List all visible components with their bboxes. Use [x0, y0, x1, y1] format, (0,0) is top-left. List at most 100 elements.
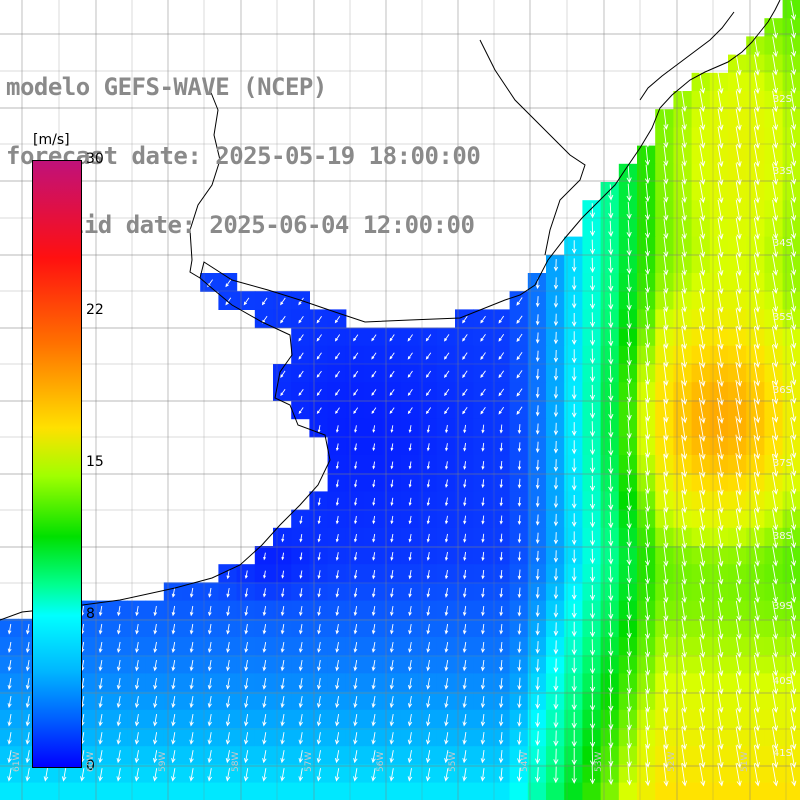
wind-speed-cell — [91, 782, 110, 800]
wind-speed-cell — [527, 509, 547, 529]
wind-speed-cell — [473, 455, 492, 474]
wind-arrow — [681, 673, 687, 695]
wind-speed-cell — [709, 182, 729, 201]
wind-arrow — [462, 352, 468, 360]
wind-speed-cell — [782, 436, 800, 456]
wind-arrow — [426, 479, 430, 488]
wind-arrow — [7, 714, 12, 727]
wind-arrow — [553, 568, 559, 582]
wind-arrow — [426, 678, 431, 690]
wind-speed-cell — [491, 728, 511, 747]
wind-speed-cell — [382, 327, 401, 347]
wind-speed-cell — [782, 509, 800, 529]
wind-speed-cell — [582, 327, 602, 347]
wind-speed-cell — [673, 400, 693, 420]
wind-arrow — [390, 425, 394, 433]
wind-speed-cell — [728, 327, 747, 347]
wind-arrow — [463, 442, 467, 452]
wind-arrow — [772, 163, 779, 186]
wind-speed-cell — [782, 236, 800, 256]
wind-speed-cell — [728, 746, 747, 765]
wind-arrow — [226, 623, 230, 635]
wind-arrow — [589, 548, 596, 565]
wind-arrow — [753, 673, 760, 695]
wind-speed-cell — [709, 418, 729, 438]
wind-arrow — [626, 674, 632, 694]
wind-arrow — [335, 588, 339, 598]
wind-speed-cell — [546, 418, 565, 438]
wind-speed-cell — [291, 655, 310, 674]
wind-speed-cell — [691, 564, 711, 583]
wind-arrow — [645, 473, 651, 495]
wind-arrow — [372, 515, 376, 525]
wind-arrow — [371, 407, 377, 415]
wind-speed-cell — [546, 637, 565, 656]
wind-arrow — [754, 637, 760, 658]
wind-arrow — [626, 529, 632, 548]
wind-speed-cell — [637, 691, 656, 711]
wind-arrow — [371, 678, 376, 690]
wind-arrow — [735, 108, 742, 131]
wind-speed-cell — [618, 691, 638, 711]
wind-speed-cell — [637, 764, 656, 784]
wind-speed-cell — [618, 673, 638, 693]
wind-speed-cell — [309, 618, 329, 638]
wind-arrow — [681, 546, 687, 567]
wind-arrow — [735, 564, 742, 585]
wind-speed-cell — [655, 637, 674, 656]
wind-speed-cell — [673, 309, 693, 329]
wind-arrow — [298, 696, 303, 709]
wind-arrow — [553, 766, 559, 784]
wind-speed-cell — [728, 127, 747, 147]
wind-speed-cell — [764, 236, 784, 256]
wind-arrow — [244, 570, 248, 579]
wind-arrow — [43, 768, 49, 782]
wind-arrow — [98, 641, 103, 654]
wind-arrow — [735, 600, 742, 622]
wind-speed-cell — [728, 527, 747, 547]
lat-label: 32S — [772, 94, 792, 105]
wind-speed-cell — [655, 400, 674, 420]
wind-speed-cell — [782, 728, 800, 747]
wind-arrow — [663, 218, 669, 240]
wind-speed-cell — [436, 527, 456, 547]
wind-arrow — [408, 642, 412, 653]
wind-arrow — [772, 344, 779, 368]
wind-speed-cell — [728, 254, 747, 274]
wind-arrow — [371, 370, 377, 378]
wind-speed-cell — [400, 382, 420, 401]
wind-arrow — [772, 54, 778, 76]
wind-arrow — [280, 768, 285, 782]
wind-speed-cell — [637, 163, 656, 183]
wind-arrow — [790, 564, 797, 585]
wind-speed-cell — [691, 582, 711, 602]
wind-arrow — [480, 641, 485, 654]
wind-arrow — [663, 417, 669, 442]
wind-arrow — [735, 691, 742, 714]
wind-speed-cell — [509, 728, 529, 747]
wind-speed-cell — [418, 582, 438, 602]
wind-speed-cell — [709, 109, 729, 128]
wind-speed-cell — [746, 273, 765, 292]
wind-speed-cell — [564, 291, 583, 310]
wind-arrow — [608, 548, 614, 565]
wind-speed-cell — [345, 728, 365, 747]
wind-speed-cell — [764, 418, 784, 438]
wind-speed-cell — [509, 473, 529, 492]
wind-arrow — [280, 732, 285, 745]
wind-speed-cell — [309, 509, 329, 529]
wind-speed-cell — [473, 564, 492, 583]
wind-arrow — [571, 240, 577, 254]
wind-speed-cell — [546, 618, 565, 638]
wind-speed-cell — [600, 254, 620, 274]
wind-speed-cell — [764, 345, 784, 365]
wind-arrow — [244, 623, 249, 635]
wind-arrow — [553, 440, 559, 454]
wind-arrow — [353, 352, 359, 360]
wind-speed-cell — [746, 200, 765, 219]
wind-arrow — [372, 479, 376, 488]
wind-arrow — [135, 641, 139, 654]
wind-speed-cell — [764, 364, 784, 383]
wind-arrow — [98, 732, 103, 745]
wind-arrow — [699, 218, 706, 240]
